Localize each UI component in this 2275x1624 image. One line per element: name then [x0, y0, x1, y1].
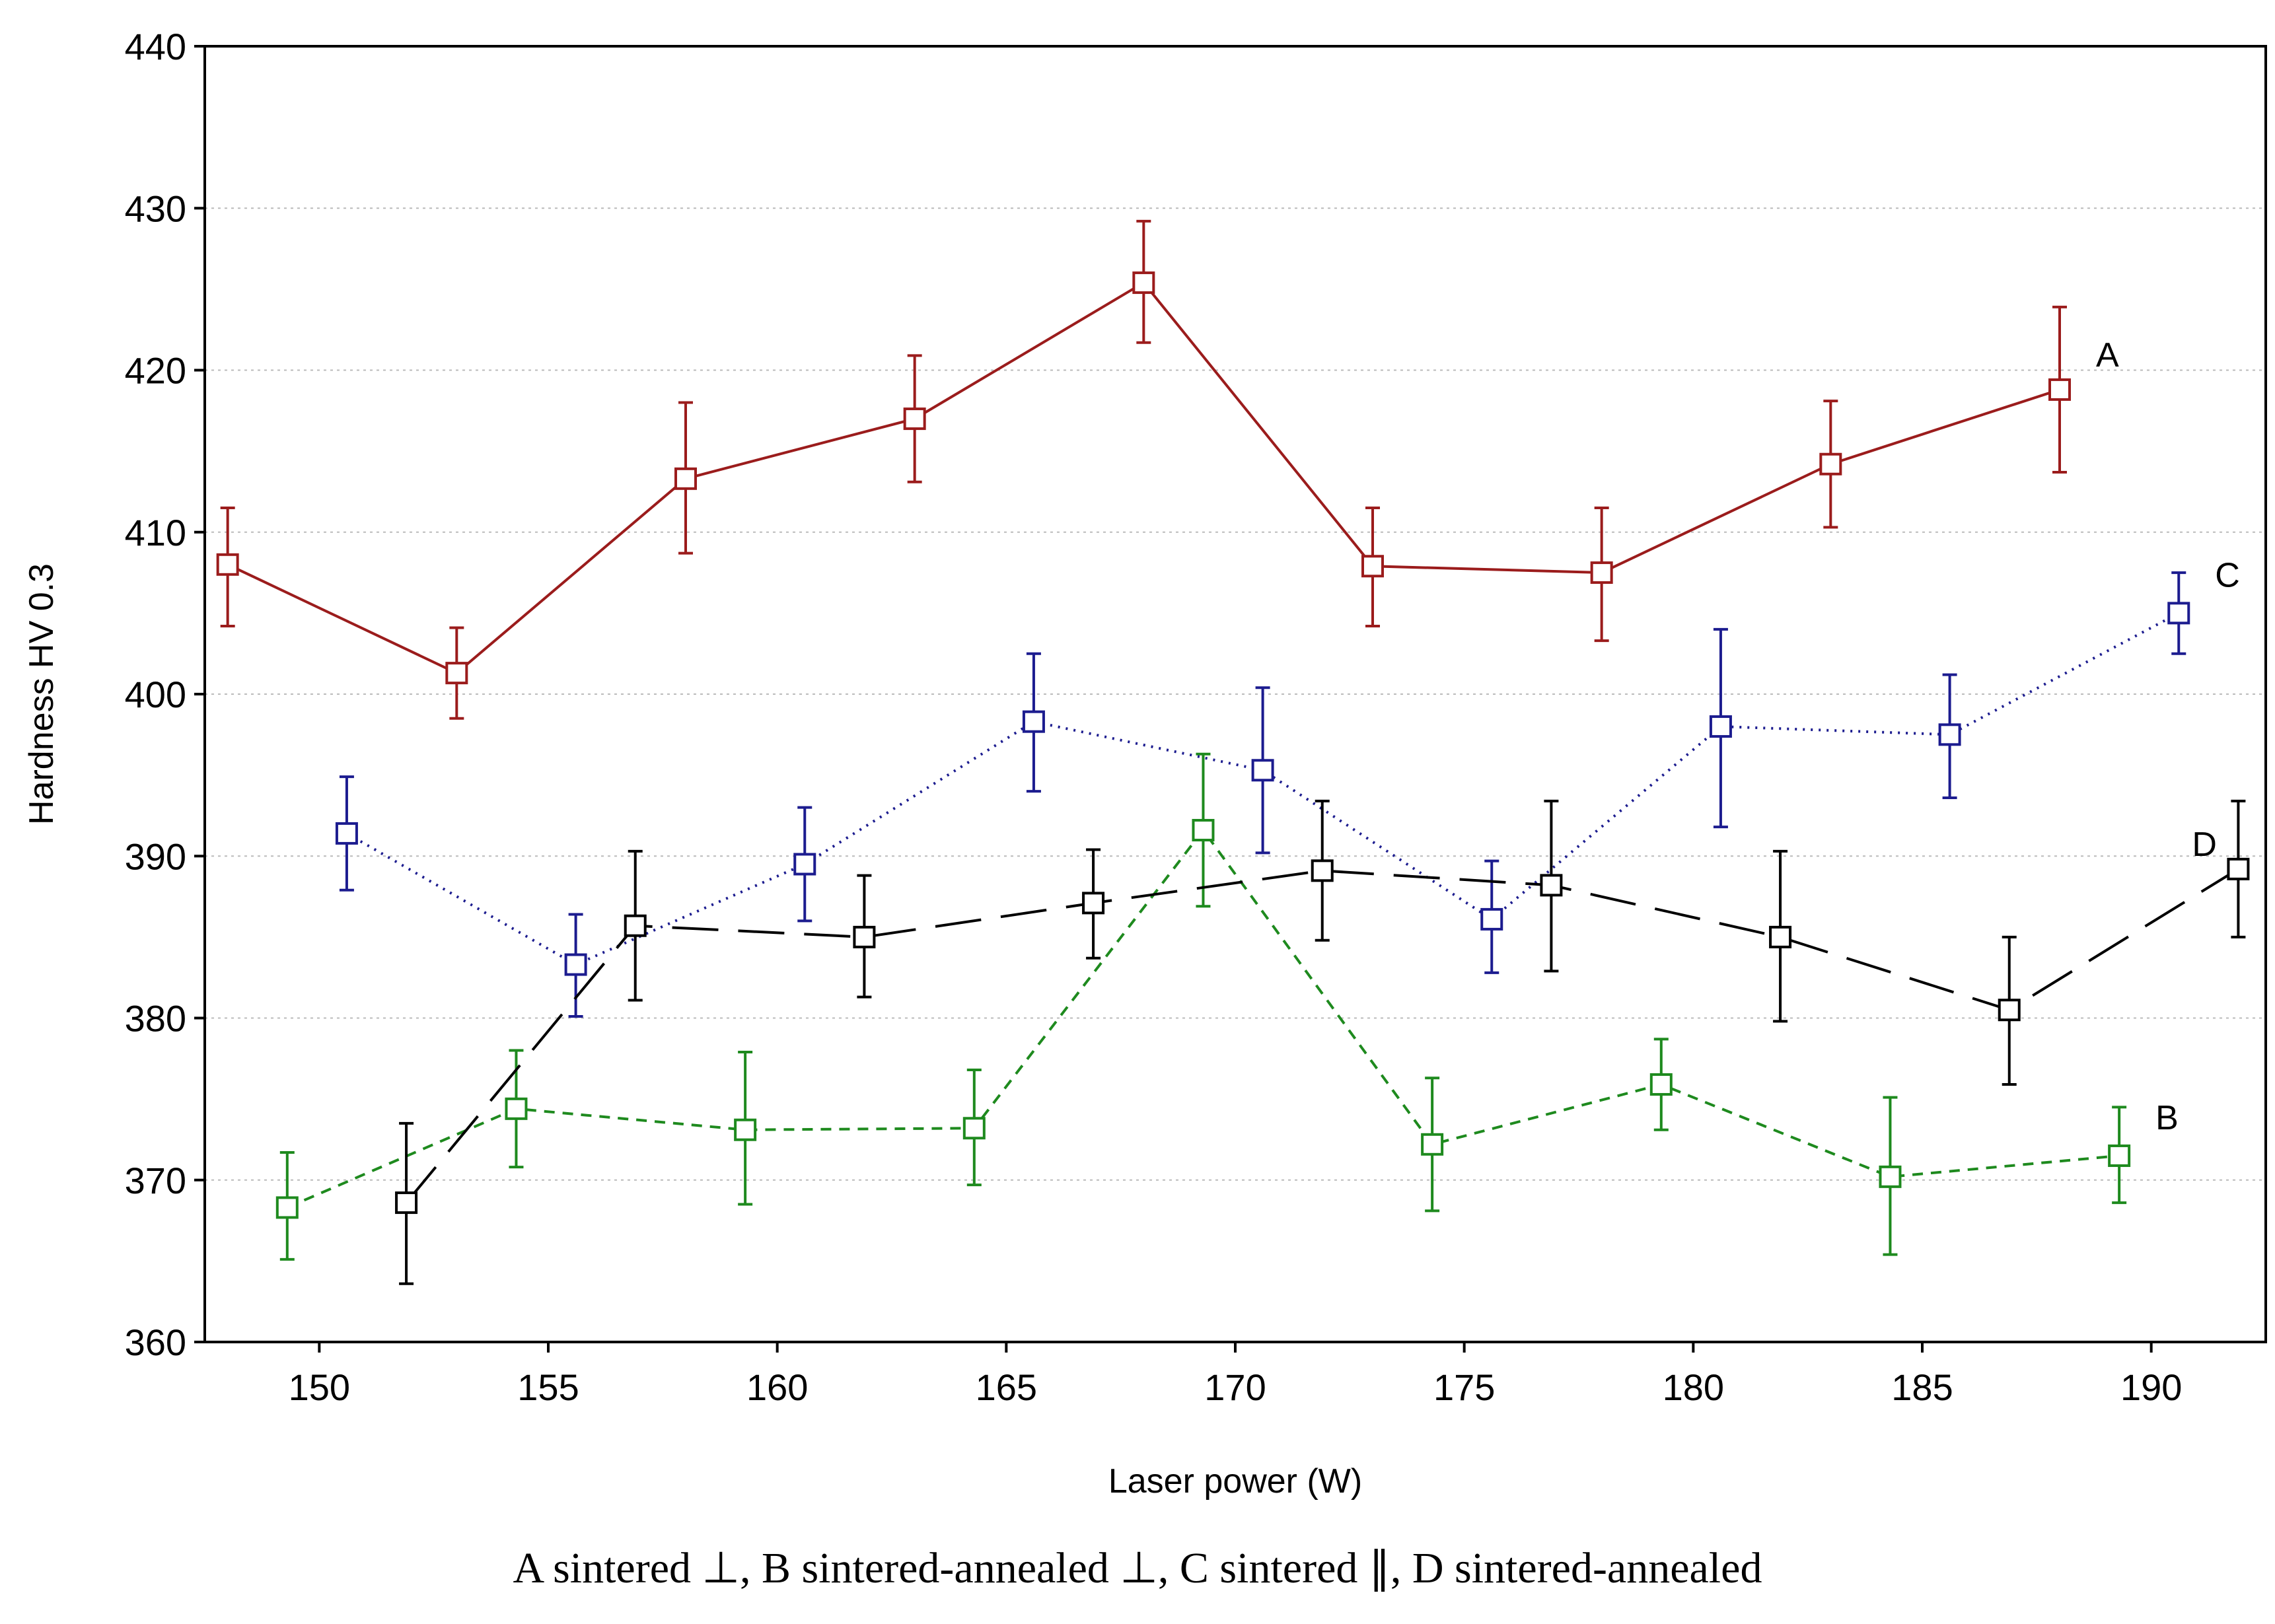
x-axis-label: Laser power (W) — [1108, 1462, 1362, 1500]
series-b: B — [275, 752, 2179, 1261]
y-axis-label: Hardness HV 0.3 — [22, 563, 61, 825]
x-tick-label: 170 — [1204, 1366, 1266, 1408]
series-label: B — [2155, 1099, 2179, 1137]
data-point — [1022, 710, 1045, 733]
data-point — [2167, 602, 2190, 625]
hardness-chart: A B C D 360 370 380 390 400 410 420 430 440 150 155 16… — [22, 26, 2267, 1500]
data-point — [962, 1117, 986, 1140]
data-point — [1649, 1073, 1673, 1096]
data-point — [395, 1191, 418, 1215]
y-tick-label: 370 — [125, 1160, 186, 1201]
data-point — [1709, 715, 1732, 738]
y-tick-label: 390 — [125, 835, 186, 877]
y-tick-label: 440 — [125, 26, 186, 67]
data-point — [1132, 271, 1155, 295]
ticks: 360 370 380 390 400 410 420 430 440 150 155 160 165 1… — [125, 26, 2183, 1408]
x-tick-label: 180 — [1663, 1366, 1724, 1408]
data-point — [2108, 1144, 2131, 1167]
series-label: A — [2096, 336, 2119, 374]
grid — [205, 207, 2266, 1181]
series-a: A — [216, 219, 2119, 720]
x-tick-label: 185 — [1891, 1366, 1953, 1408]
data-point — [564, 953, 587, 976]
y-tick-label: 400 — [125, 674, 186, 715]
data-point — [1540, 874, 1563, 897]
x-tick-label: 165 — [976, 1366, 1037, 1408]
data-point — [335, 822, 358, 845]
data-point — [1819, 452, 1842, 476]
data-point — [1361, 555, 1384, 578]
data-point — [1480, 907, 1503, 931]
data-point — [1251, 759, 1274, 782]
data-point — [1311, 859, 1334, 882]
y-tick-label: 410 — [125, 512, 186, 553]
figure-caption: A sintered ⊥, B sintered-annealed ⊥, C s… — [513, 1544, 1762, 1592]
data-point — [1879, 1165, 1902, 1188]
y-tick-label: 420 — [125, 350, 186, 392]
data-point — [505, 1097, 528, 1120]
x-tick-label: 190 — [2120, 1366, 2182, 1408]
data-point — [2048, 378, 2071, 401]
data-point — [734, 1118, 757, 1141]
x-tick-label: 155 — [517, 1366, 579, 1408]
series-line — [287, 828, 2120, 1209]
data-point — [1938, 723, 1961, 746]
data-point — [853, 925, 876, 948]
data-point — [903, 407, 926, 431]
data-point — [1769, 925, 1792, 948]
y-tick-label: 360 — [125, 1322, 186, 1363]
y-tick-label: 380 — [125, 998, 186, 1040]
data-point — [445, 662, 468, 685]
data-point — [1421, 1133, 1444, 1156]
series-c: C — [335, 556, 2240, 1018]
data-point — [793, 853, 816, 876]
x-tick-label: 175 — [1433, 1366, 1495, 1408]
data-point — [624, 914, 647, 937]
data-point — [2227, 857, 2250, 880]
series-d: D — [395, 799, 2250, 1285]
data-point — [1998, 999, 2021, 1022]
data-point — [275, 1196, 299, 1219]
data-point — [674, 467, 697, 490]
x-tick-label: 150 — [289, 1366, 350, 1408]
data-point — [1192, 819, 1215, 842]
series-layer: A B C D — [216, 219, 2250, 1285]
data-point — [216, 553, 239, 576]
y-tick-label: 430 — [125, 188, 186, 229]
series-label: C — [2215, 556, 2240, 594]
data-point — [1590, 561, 1613, 584]
data-point — [1082, 892, 1105, 915]
x-tick-label: 160 — [746, 1366, 808, 1408]
series-line — [405, 868, 2239, 1204]
series-label: D — [2192, 826, 2217, 864]
